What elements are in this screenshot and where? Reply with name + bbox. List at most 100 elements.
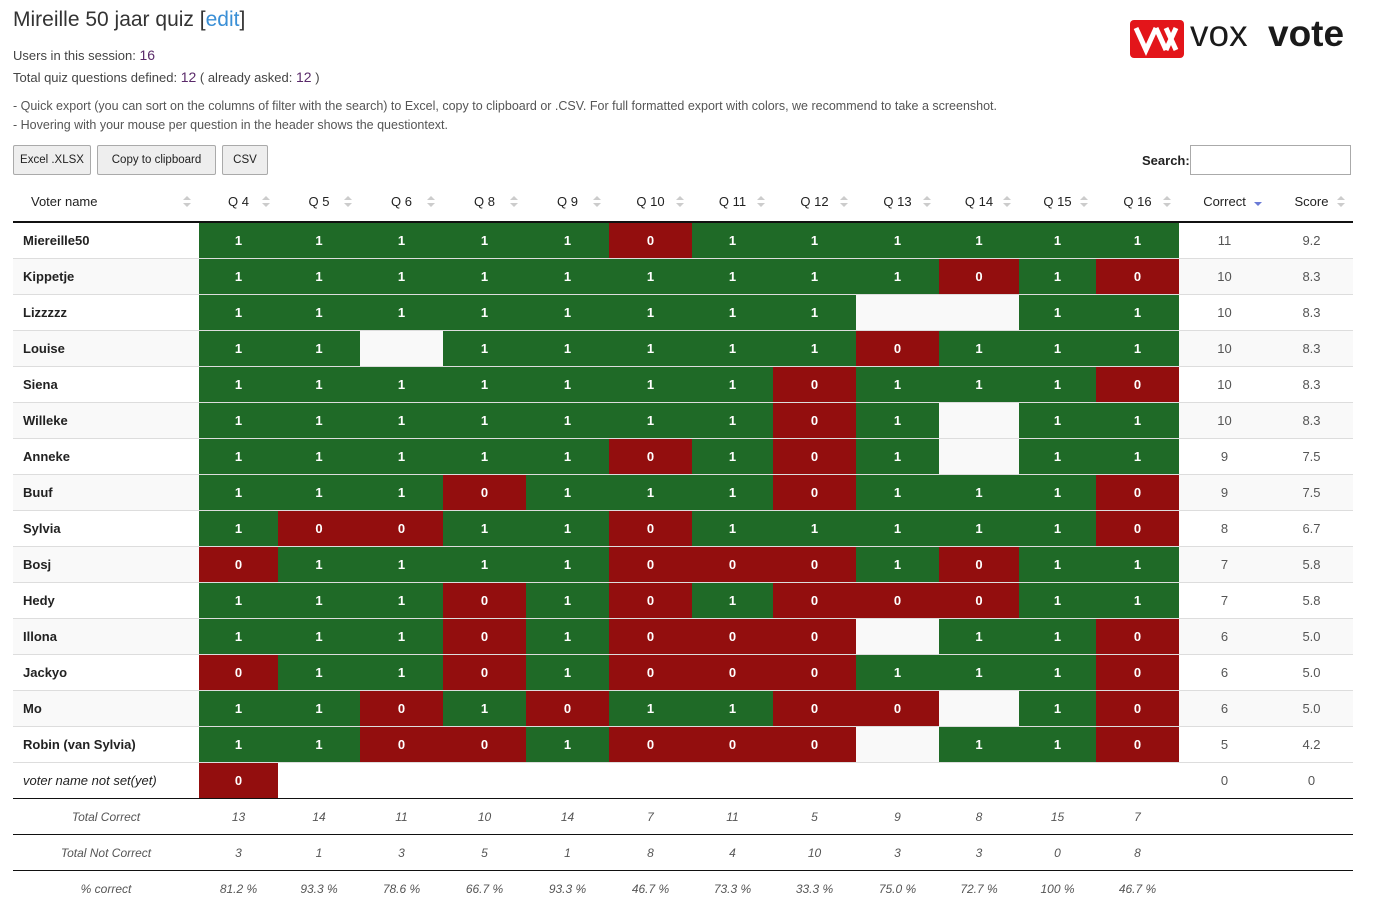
summary-row: Total Correct 13 14 11 10 14 7 11 5 9 8 15 7 <box>13 798 1353 835</box>
summary-label: Total Correct <box>13 798 199 835</box>
answer-cell: 1 <box>773 510 856 547</box>
voter-name: Kippetje <box>13 258 199 295</box>
export-button[interactable]: Copy to clipboard <box>97 145 216 175</box>
summary-value: 75.0 % <box>856 870 939 906</box>
answer-cell: 1 <box>360 366 443 403</box>
correct-count: 6 <box>1179 618 1270 655</box>
search-input[interactable] <box>1190 145 1351 175</box>
answer-cell: 0 <box>526 690 609 727</box>
answer-cell: 0 <box>1096 654 1179 691</box>
answer-cell: 0 <box>609 546 692 583</box>
answer-cell: 0 <box>199 654 278 691</box>
answer-cell: 1 <box>692 366 773 403</box>
summary-value: 4 <box>692 834 773 871</box>
correct-count: 9 <box>1179 438 1270 475</box>
column-header[interactable]: Q 15 <box>1019 182 1096 223</box>
voter-row: Willeke 1 1 1 1 1 1 1 0 1 1 1 10 8.3 <box>13 402 1353 439</box>
column-header[interactable]: Q 4 <box>199 182 278 223</box>
voter-row: Robin (van Sylvia) 1 1 0 0 1 0 0 0 1 1 0 5 4.2 <box>13 726 1353 763</box>
answer-cell: 1 <box>692 690 773 727</box>
score: 5.8 <box>1270 582 1353 619</box>
answer-cell: 0 <box>1096 366 1179 403</box>
summary-value: 8 <box>1096 834 1179 871</box>
column-header[interactable]: Q 12 <box>773 182 856 223</box>
answer-cell: 0 <box>609 510 692 547</box>
answer-cell: 0 <box>199 546 278 583</box>
empty-cell <box>856 762 939 799</box>
answer-cell: 1 <box>692 294 773 331</box>
answer-cell: 0 <box>773 402 856 439</box>
bracket: ] <box>239 8 246 31</box>
correct-count: 6 <box>1179 690 1270 727</box>
answer-cell: 1 <box>939 366 1019 403</box>
answer-cell: 1 <box>609 402 692 439</box>
answer-cell: 1 <box>1019 438 1096 475</box>
voter-row: Hedy 1 1 1 0 1 0 1 0 0 0 1 1 7 5.8 <box>13 582 1353 619</box>
summary-row: % correct 81.2 % 93.3 % 78.6 % 66.7 % 93.3 % 4… <box>13 870 1353 906</box>
column-header[interactable]: Q 10 <box>609 182 692 223</box>
summary-value: 0 <box>1019 834 1096 871</box>
column-header[interactable]: Q 5 <box>278 182 360 223</box>
empty-cell <box>1270 834 1353 871</box>
note: - Hovering with your mouse per question … <box>13 118 448 132</box>
correct-count: 10 <box>1179 258 1270 295</box>
empty-cell <box>939 438 1019 475</box>
answer-cell: 1 <box>1019 221 1096 259</box>
column-header[interactable]: Q 8 <box>443 182 526 223</box>
answer-cell: 1 <box>443 546 526 583</box>
column-header[interactable]: Q 9 <box>526 182 609 223</box>
answer-cell: 1 <box>443 221 526 259</box>
answer-cell: 1 <box>199 258 278 295</box>
answer-cell: 1 <box>278 582 360 619</box>
value: 12 <box>296 69 312 85</box>
correct-count: 6 <box>1179 654 1270 691</box>
answer-cell: 1 <box>1019 294 1096 331</box>
answer-cell: 0 <box>773 618 856 655</box>
summary-value: 33.3 % <box>773 870 856 906</box>
empty-cell <box>526 762 609 799</box>
column-header[interactable]: Voter name <box>13 182 199 223</box>
answer-cell: 1 <box>856 474 939 511</box>
voter-row: Mo 1 1 0 1 0 1 1 0 0 1 0 6 5.0 <box>13 690 1353 727</box>
answer-cell: 1 <box>856 221 939 259</box>
column-header[interactable]: Correct <box>1179 182 1270 223</box>
label: Users in this session: <box>13 48 136 63</box>
answer-cell: 1 <box>278 690 360 727</box>
column-header[interactable]: Q 16 <box>1096 182 1179 223</box>
empty-cell <box>278 762 360 799</box>
voter-row: Illona 1 1 1 0 1 0 0 0 1 1 0 6 5.0 <box>13 618 1353 655</box>
voter-name: Bosj <box>13 546 199 583</box>
answer-cell: 1 <box>360 654 443 691</box>
export-button[interactable]: Excel .XLSX <box>13 145 91 175</box>
answer-cell: 0 <box>939 546 1019 583</box>
correct-count: 9 <box>1179 474 1270 511</box>
export-button[interactable]: CSV <box>222 145 268 175</box>
voter-name: Robin (van Sylvia) <box>13 726 199 763</box>
empty-cell <box>856 294 939 331</box>
answer-cell: 0 <box>609 726 692 763</box>
answer-cell: 1 <box>278 330 360 367</box>
empty-cell <box>360 330 443 367</box>
answer-cell: 0 <box>692 618 773 655</box>
summary-value: 66.7 % <box>443 870 526 906</box>
answer-cell: 1 <box>1096 221 1179 259</box>
answer-cell: 0 <box>199 762 278 799</box>
answer-cell: 1 <box>856 366 939 403</box>
answer-cell: 0 <box>773 582 856 619</box>
empty-cell <box>1019 762 1096 799</box>
summary-value: 15 <box>1019 798 1096 835</box>
summary-value: 9 <box>856 798 939 835</box>
edit-link[interactable]: edit <box>205 8 240 31</box>
answer-cell: 1 <box>199 438 278 475</box>
column-header[interactable]: Q 6 <box>360 182 443 223</box>
answer-cell: 1 <box>609 474 692 511</box>
answer-cell: 1 <box>939 726 1019 763</box>
score: 8.3 <box>1270 402 1353 439</box>
column-header[interactable]: Q 14 <box>939 182 1019 223</box>
column-header[interactable]: Q 11 <box>692 182 773 223</box>
column-header[interactable]: Q 13 <box>856 182 939 223</box>
answer-cell: 1 <box>199 690 278 727</box>
answer-cell: 1 <box>526 546 609 583</box>
column-header[interactable]: Score <box>1270 182 1353 223</box>
answer-cell: 1 <box>692 474 773 511</box>
